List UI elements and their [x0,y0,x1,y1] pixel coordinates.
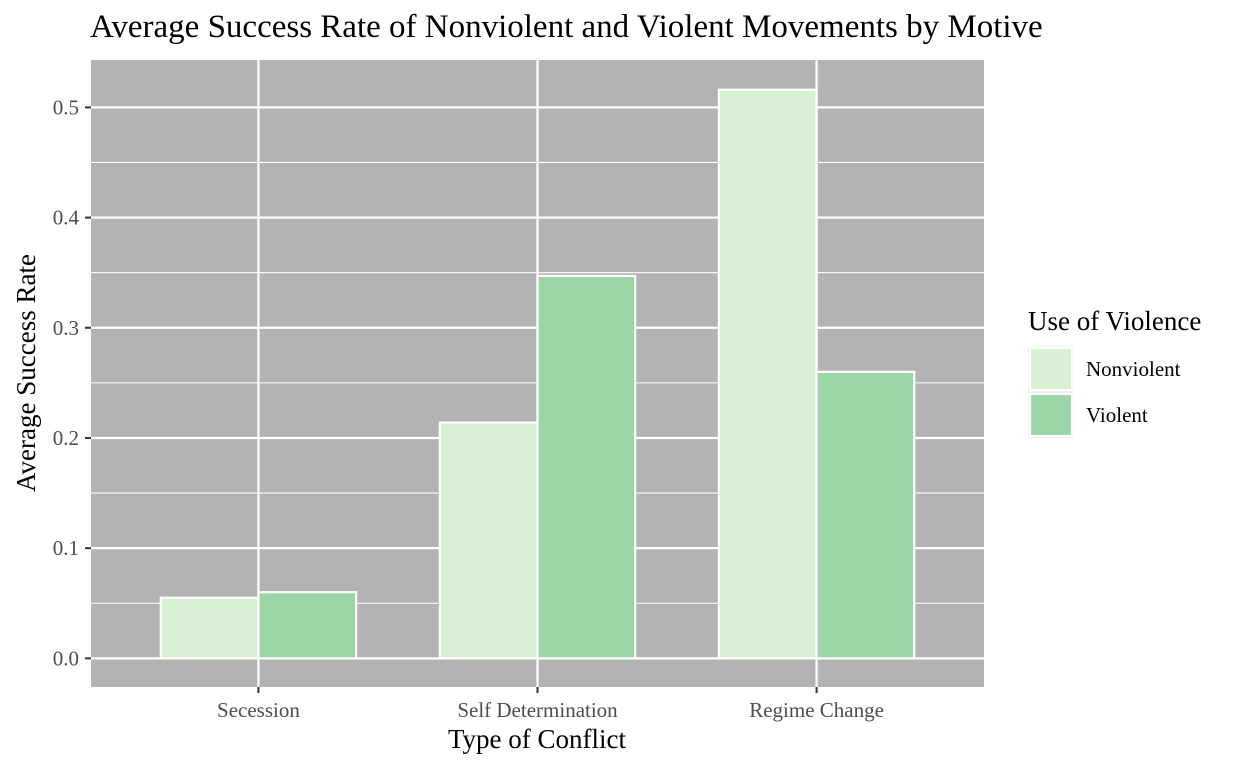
y-axis-title: Average Success Rate [11,254,41,492]
bar-nonviolent-secession [159,596,260,660]
y-tick-label: 0.4 [53,206,80,230]
legend: Use of Violence Nonviolent Violent [1028,306,1201,438]
bar-violent-self-determination [536,274,637,660]
legend-label-nonviolent: Nonviolent [1086,357,1181,381]
bars [159,88,916,660]
y-tick-label: 0.5 [53,95,79,119]
y-tick-label: 0.0 [53,646,79,670]
x-axis: Secession Self Determination Regime Change [217,687,884,722]
bar-nonviolent-self-determination [438,421,539,660]
y-tick-label: 0.3 [53,316,79,340]
legend-swatch-violent [1028,392,1074,438]
legend-swatch-nonviolent [1028,346,1074,392]
x-tick-label: Regime Change [749,698,884,722]
legend-title: Use of Violence [1028,306,1201,336]
x-tick-label: Secession [217,698,300,722]
legend-label-violent: Violent [1086,403,1148,427]
x-tick-label: Self Determination [457,698,618,722]
y-tick-label: 0.2 [53,426,79,450]
bar-violent-regime-change [815,370,916,660]
bar-nonviolent-regime-change [717,88,818,660]
x-axis-title: Type of Conflict [448,724,627,754]
y-tick-label: 0.1 [53,536,79,560]
bar-violent-secession [257,591,358,660]
y-axis: 0.0 0.1 0.2 0.3 0.4 0.5 [53,95,91,670]
chart-title: Average Success Rate of Nonviolent and V… [90,9,1043,45]
